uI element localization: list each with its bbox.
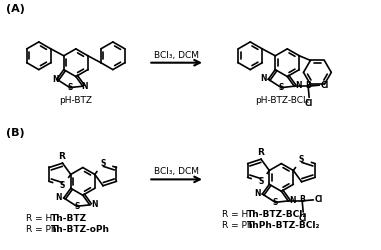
Text: S: S xyxy=(74,202,80,211)
Text: Cl: Cl xyxy=(299,214,307,223)
Text: N: N xyxy=(81,82,88,91)
Text: N: N xyxy=(92,200,98,209)
Text: ThPh-BTZ-BCl₂: ThPh-BTZ-BCl₂ xyxy=(247,221,320,230)
Text: Th-BTZ-BCl₂: Th-BTZ-BCl₂ xyxy=(247,210,307,219)
Text: R: R xyxy=(58,152,65,161)
Text: S: S xyxy=(100,159,106,168)
Text: BCl₃, DCM: BCl₃, DCM xyxy=(154,51,199,60)
Text: B: B xyxy=(299,196,305,204)
Text: R: R xyxy=(257,148,264,157)
Text: BCl₃, DCM: BCl₃, DCM xyxy=(154,168,199,176)
Text: N: N xyxy=(295,81,302,90)
Text: S: S xyxy=(67,83,72,92)
Text: S: S xyxy=(279,83,284,92)
Text: Cl: Cl xyxy=(321,81,329,90)
Text: N: N xyxy=(289,196,296,205)
Text: (A): (A) xyxy=(6,4,25,14)
Text: Cl: Cl xyxy=(305,99,313,108)
Text: Th-BTZ: Th-BTZ xyxy=(51,214,87,223)
Text: (B): (B) xyxy=(6,128,25,138)
Text: R = Ph: R = Ph xyxy=(222,221,252,230)
Text: S: S xyxy=(299,155,304,164)
Text: B: B xyxy=(305,81,311,90)
Text: N: N xyxy=(52,75,59,84)
Text: pH-BTZ-BCl₂: pH-BTZ-BCl₂ xyxy=(255,96,309,104)
Text: S: S xyxy=(258,177,264,186)
Text: R = H: R = H xyxy=(222,210,248,219)
Text: R = H: R = H xyxy=(26,214,53,223)
Text: N: N xyxy=(55,193,62,202)
Text: R = Ph: R = Ph xyxy=(26,225,57,234)
Text: N: N xyxy=(254,189,260,198)
Text: S: S xyxy=(60,181,65,190)
Text: S: S xyxy=(273,198,278,207)
Text: pH-BTZ: pH-BTZ xyxy=(59,96,92,104)
Text: Cl: Cl xyxy=(315,196,323,204)
Text: N: N xyxy=(260,74,266,83)
Text: Th-BTZ-oPh: Th-BTZ-oPh xyxy=(51,225,110,234)
